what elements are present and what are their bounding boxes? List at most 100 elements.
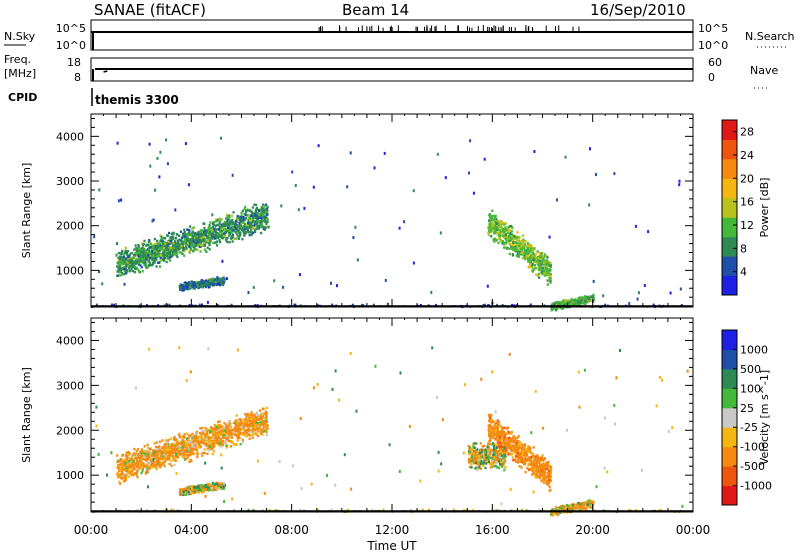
power-echo-pixel [512, 248, 515, 251]
power-echo-pixel [221, 280, 224, 284]
power-echo-pixel [244, 230, 247, 234]
power-echo-pixel [576, 300, 579, 303]
velocity-echo-pixel [157, 462, 160, 466]
power-echo-pixel [165, 242, 168, 245]
power-echo-pixel [161, 241, 164, 244]
power-echo-pixel [439, 231, 442, 235]
power-echo-pixel [592, 299, 595, 302]
velocity-echo-pixel [254, 423, 257, 426]
velocity-echo-pixel [121, 469, 124, 472]
power-echo-pixel [139, 264, 142, 267]
power-echo-pixel [132, 266, 135, 269]
velocity-echo-pixel [133, 466, 136, 469]
velocity-echo-pixel [125, 466, 129, 470]
power-echo-pixel [487, 229, 490, 232]
velocity-echo-pixel [242, 432, 245, 435]
velocity-echo-pixel [246, 417, 249, 421]
power-echo-pixel [583, 299, 586, 303]
power-echo-pixel [188, 241, 191, 245]
power-echo-pixel [468, 171, 470, 175]
power-echo-pixel [231, 240, 234, 243]
power-echo-pixel [492, 230, 495, 233]
velocity-echo-pixel [237, 436, 240, 439]
velocity-echo-pixel [196, 453, 199, 456]
power-echo-pixel [174, 242, 177, 245]
velocity-echo-pixel [160, 463, 163, 467]
power-echo-pixel [181, 240, 184, 244]
velocity-echo-pixel [184, 443, 187, 446]
power-echo-pixel [258, 210, 261, 213]
velocity-echo-pixel [181, 493, 184, 496]
power-echo-pixel [678, 183, 681, 187]
power-echo-pixel [543, 270, 546, 273]
power-echo-pixel [116, 242, 118, 245]
power-echo-pixel [122, 266, 125, 269]
power-echo-pixel [170, 239, 173, 243]
power-echo-pixel [147, 253, 150, 257]
velocity-echo-pixel [129, 457, 132, 460]
velocity-echo-pixel [256, 426, 259, 430]
power-echo-pixel [496, 227, 499, 230]
power-echo-pixel [266, 207, 269, 210]
power-echo-pixel [331, 303, 334, 306]
velocity-echo-pixel [210, 444, 213, 448]
velocity-echo-pixel [239, 421, 242, 424]
power-echo-pixel [214, 224, 217, 227]
power-echo-pixel [133, 248, 136, 251]
velocity-echo-pixel [153, 454, 156, 457]
power-echo-pixel [199, 285, 202, 289]
velocity-echo-pixel [223, 429, 226, 432]
velocity-echo-pixel [265, 413, 268, 417]
velocity-echo-pixel [264, 421, 268, 424]
power-echo-pixel [647, 230, 650, 234]
power-echo-pixel [166, 246, 169, 249]
velocity-echo-pixel [209, 430, 212, 433]
power-echo-pixel [119, 255, 122, 258]
power-echo-pixel [586, 296, 589, 299]
power-echo-pixel [183, 288, 186, 291]
power-echo-pixel [196, 243, 200, 247]
power-echo-pixel [204, 232, 207, 235]
power-echo-pixel [546, 283, 549, 286]
velocity-echo-pixel [123, 467, 127, 471]
power-echo-pixel [242, 218, 245, 221]
power-echo-pixel [169, 246, 172, 250]
velocity-echo-pixel [243, 434, 246, 437]
velocity-echo-pixel [264, 425, 267, 428]
power-echo-pixel [203, 240, 206, 243]
power-echo-pixel [291, 170, 294, 174]
power-echo-pixel [216, 278, 219, 281]
power-echo-pixel [159, 234, 162, 237]
velocity-echo-pixel [193, 491, 196, 494]
power-echo-pixel [592, 297, 595, 301]
power-echo-pixel [511, 303, 514, 306]
velocity-echo-pixel [140, 448, 144, 451]
power-echo-pixel [534, 253, 537, 256]
velocity-echo-pixel [119, 476, 122, 479]
power-echo-pixel [487, 232, 490, 235]
velocity-echo-pixel [211, 430, 214, 433]
power-echo-pixel [182, 234, 185, 237]
power-echo-pixel [132, 264, 135, 267]
power-echo-pixel [547, 264, 550, 267]
power-echo-pixel [168, 259, 172, 262]
velocity-echo-pixel [258, 418, 261, 421]
power-echo-pixel [155, 253, 158, 256]
power-echo-pixel [403, 220, 406, 224]
power-echo-pixel [192, 226, 195, 229]
velocity-echo-pixel [117, 467, 120, 470]
power-echo-pixel [159, 239, 162, 242]
velocity-echo-pixel [243, 418, 246, 422]
power-echo-pixel [149, 164, 152, 168]
power-echo-pixel [245, 226, 248, 230]
velocity-echo-pixel [183, 453, 186, 456]
velocity-echo-pixel [233, 427, 236, 431]
velocity-echo-pixel [204, 440, 207, 443]
power-echo-pixel [165, 243, 168, 246]
velocity-echo-pixel [217, 431, 220, 434]
velocity-echo-pixel [205, 430, 209, 433]
power-echo-pixel [233, 224, 237, 227]
velocity-echo-pixel [204, 436, 207, 439]
velocity-echo-pixel [229, 445, 232, 448]
power-echo-pixel [505, 240, 508, 243]
